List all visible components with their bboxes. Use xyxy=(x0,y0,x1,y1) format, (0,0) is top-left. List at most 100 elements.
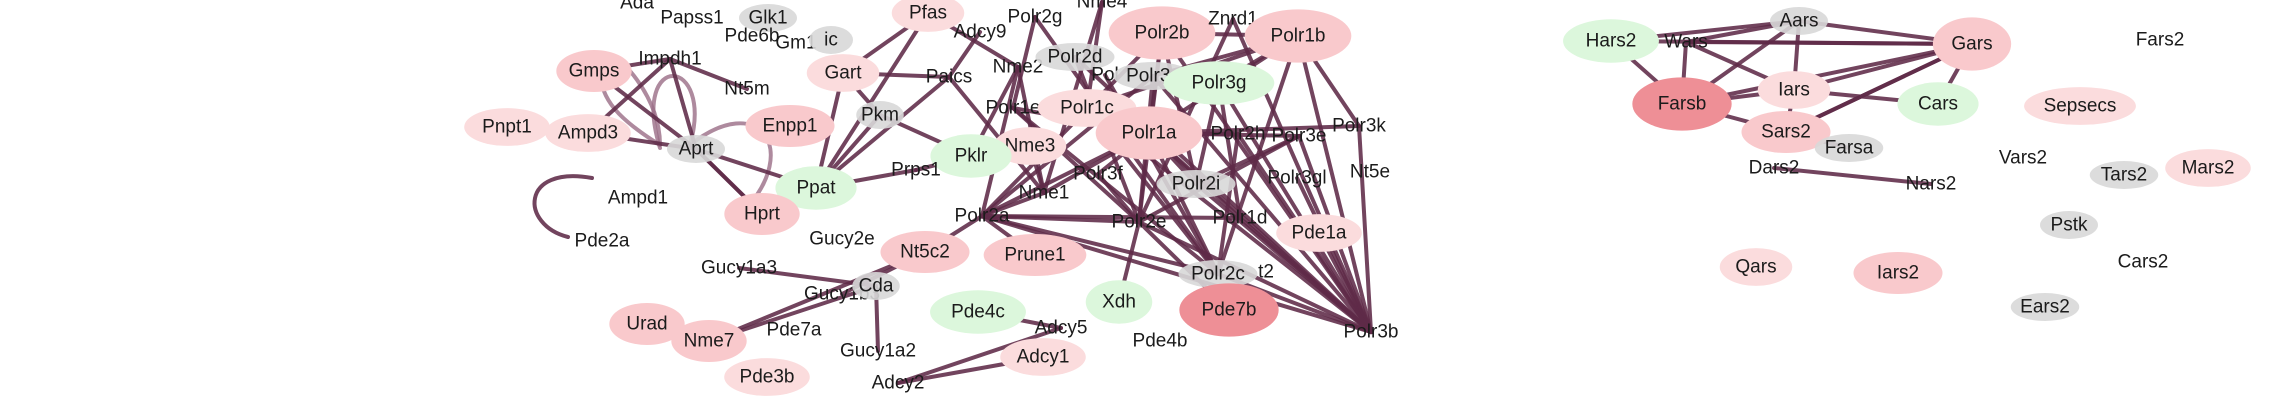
node-pde3b[interactable]: Pde3b xyxy=(724,358,810,396)
node-farsb[interactable]: Farsb xyxy=(1632,77,1732,131)
node-shape xyxy=(545,114,631,152)
node-nt5e[interactable]: Nt5e xyxy=(1350,162,1390,183)
node-pde7b[interactable]: Pde7b xyxy=(1179,283,1279,337)
node-pkm[interactable]: Pkm xyxy=(856,101,904,129)
node-iars[interactable]: Iars xyxy=(1757,71,1831,109)
node-aars[interactable]: Aars xyxy=(1770,7,1828,35)
node-pde4c[interactable]: Pde4c xyxy=(930,290,1026,334)
node-polr1a[interactable]: Polr1a xyxy=(1095,106,1203,160)
node-hprt[interactable]: Hprt xyxy=(724,193,800,235)
node-ampd1[interactable]: Ampd1 xyxy=(608,188,668,209)
node-t2[interactable]: t2 xyxy=(1258,262,1274,283)
node-gart[interactable]: Gart xyxy=(806,54,880,92)
node-pde2a[interactable]: Pde2a xyxy=(575,231,630,252)
node-nme3[interactable]: Nme3 xyxy=(993,127,1067,165)
node-farsa[interactable]: Farsa xyxy=(1814,134,1884,162)
node-pfas[interactable]: Pfas xyxy=(891,0,965,32)
node-ampd3[interactable]: Ampd3 xyxy=(545,114,631,152)
node-paics[interactable]: Paics xyxy=(926,67,972,88)
node-papss1[interactable]: Papss1 xyxy=(660,8,723,29)
edge-paics-nme1 xyxy=(947,75,1046,195)
node-polr2c[interactable]: Polr2c xyxy=(1178,260,1258,288)
node-adcy9[interactable]: Adcy9 xyxy=(954,22,1007,43)
node-ada[interactable]: Ada xyxy=(620,0,654,14)
node-pde1a[interactable]: Pde1a xyxy=(1276,214,1362,252)
node-nars2[interactable]: Nars2 xyxy=(1906,174,1957,195)
node-gucy1a2[interactable]: Gucy1a2 xyxy=(840,341,916,362)
node-wars[interactable]: Wars xyxy=(1664,32,1708,53)
node-cars2[interactable]: Cars2 xyxy=(2118,252,2169,273)
node-polr2d[interactable]: Polr2d xyxy=(1035,43,1115,71)
node-nt5c2[interactable]: Nt5c2 xyxy=(880,231,970,273)
node-polr2g[interactable]: Polr2g xyxy=(1008,7,1063,28)
node-dars2[interactable]: Dars2 xyxy=(1749,158,1800,179)
node-cda[interactable]: Cda xyxy=(852,272,900,300)
node-polr1d[interactable]: Polr1d xyxy=(1213,208,1268,229)
node-pde7a[interactable]: Pde7a xyxy=(767,320,822,341)
node-fars2[interactable]: Fars2 xyxy=(2136,30,2185,51)
node-polr3g[interactable]: Polr3g xyxy=(1163,61,1275,105)
node-nme4[interactable]: Nme4 xyxy=(1077,0,1128,13)
node-label: Pde7b xyxy=(1202,300,1257,321)
node-nme1[interactable]: Nme1 xyxy=(1019,183,1070,204)
node-nme2[interactable]: Nme2 xyxy=(993,57,1044,78)
node-pnpt1[interactable]: Pnpt1 xyxy=(464,108,550,146)
node-sars2[interactable]: Sars2 xyxy=(1741,111,1831,153)
node-shape xyxy=(891,0,965,32)
node-shape xyxy=(1108,6,1216,60)
node-label: Polr2c xyxy=(1191,264,1245,285)
node-adcy1[interactable]: Adcy1 xyxy=(1000,338,1086,376)
node-iars2[interactable]: Iars2 xyxy=(1853,252,1943,294)
node-pklr[interactable]: Pklr xyxy=(930,134,1012,178)
node-prps1[interactable]: Prps1 xyxy=(891,160,941,181)
node-ic[interactable]: ic xyxy=(809,26,853,54)
node-gucy1a3[interactable]: Gucy1a3 xyxy=(701,258,777,279)
node-gm1[interactable]: Gm1 xyxy=(775,33,816,54)
node-hars2[interactable]: Hars2 xyxy=(1563,19,1659,63)
node-polr3e[interactable]: Polr3e xyxy=(1272,126,1327,147)
node-aprt[interactable]: Aprt xyxy=(667,135,725,163)
node-pde4b[interactable]: Pde4b xyxy=(1133,331,1188,352)
node-shape xyxy=(671,320,747,362)
node-label: Sars2 xyxy=(1761,122,1811,143)
node-polr1b[interactable]: Polr1b xyxy=(1244,9,1352,63)
node-polr2a[interactable]: Polr2a xyxy=(955,206,1010,227)
node-cars[interactable]: Cars xyxy=(1897,82,1979,126)
node-polr3f[interactable]: Polr3f xyxy=(1073,164,1123,185)
node-adcy2[interactable]: Adcy2 xyxy=(872,373,925,394)
node-ears2[interactable]: Ears2 xyxy=(2010,293,2080,321)
node-polr3b[interactable]: Polr3b xyxy=(1344,322,1399,343)
node-polr3k[interactable]: Polr3k xyxy=(1332,116,1386,137)
node-polr2h[interactable]: Polr2h xyxy=(1211,124,1266,145)
node-ppat[interactable]: Ppat xyxy=(775,166,857,210)
node-pstk[interactable]: Pstk xyxy=(2040,211,2098,239)
node-impdh1[interactable]: Impdh1 xyxy=(638,49,701,70)
node-pde6b[interactable]: Pde6b xyxy=(725,26,780,47)
node-label: Gucy1a3 xyxy=(701,258,777,279)
node-polr1e[interactable]: Polr1e xyxy=(986,98,1041,119)
node-polr3gl[interactable]: Polr3gl xyxy=(1267,168,1326,189)
node-gucy2e[interactable]: Gucy2e xyxy=(809,229,874,250)
node-pol[interactable]: Pol xyxy=(1091,65,1118,86)
node-polr2i[interactable]: Polr2i xyxy=(1156,170,1236,198)
node-sepsecs[interactable]: Sepsecs xyxy=(2024,87,2136,125)
node-prune1[interactable]: Prune1 xyxy=(983,234,1087,276)
node-znrd1[interactable]: Znrd1 xyxy=(1208,9,1258,30)
node-adcy5[interactable]: Adcy5 xyxy=(1035,318,1088,339)
node-vars2[interactable]: Vars2 xyxy=(1999,148,2047,169)
node-gmps[interactable]: Gmps xyxy=(556,50,632,92)
node-qars[interactable]: Qars xyxy=(1719,248,1793,286)
node-nt5m[interactable]: Nt5m xyxy=(724,79,769,100)
node-tars2[interactable]: Tars2 xyxy=(2089,161,2159,189)
node-gars[interactable]: Gars xyxy=(1932,17,2012,71)
node-enpp1[interactable]: Enpp1 xyxy=(745,105,835,147)
node-mars2[interactable]: Mars2 xyxy=(2165,149,2251,187)
node-polr2b[interactable]: Polr2b xyxy=(1108,6,1216,60)
node-glk1[interactable]: Glk1 xyxy=(739,4,797,32)
node-urad[interactable]: Urad xyxy=(609,303,685,345)
node-xdh[interactable]: Xdh xyxy=(1085,280,1153,324)
node-nme7[interactable]: Nme7 xyxy=(671,320,747,362)
node-polr2e[interactable]: Polr2e xyxy=(1112,212,1167,233)
edge-nme7-nt5c2 xyxy=(707,250,927,343)
